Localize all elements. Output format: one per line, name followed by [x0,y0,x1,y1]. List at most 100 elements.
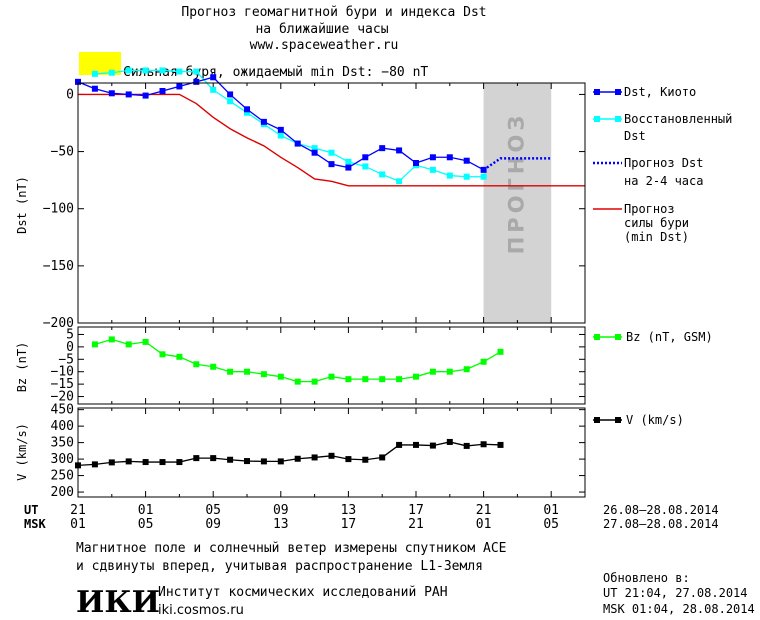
dst-kyoto-point [362,154,369,161]
ut-tick-label: 05 [205,503,221,518]
dst-kyoto-point [396,147,403,154]
restored-dst-point [379,171,386,178]
dst-kyoto-point [227,91,234,98]
institute-site[interactable]: iki.cosmos.ru [158,603,244,618]
bz-point [429,368,436,375]
ut-tick-label: 21 [70,503,86,518]
restored-dst-point [345,158,352,165]
restored-dst-point [210,86,217,93]
dst-forecast-line [482,157,552,171]
legend-bz-label: Bz (nT, GSM) [626,330,713,344]
legend-forecast-label-2: на 2-4 часа [624,174,703,188]
legend-dst-marker-2 [615,89,621,95]
y-tick-label: 0 [66,87,74,102]
bz-point [463,366,470,373]
msk-tick-label: 09 [205,517,221,532]
dst-kyoto-point [142,92,149,99]
y-tick-label: −10 [51,365,74,380]
ut-tick-label: 09 [273,503,289,518]
msk-tick-label: 01 [476,517,492,532]
y-tick-label: −20 [51,390,74,405]
dst-kyoto-point [311,149,318,156]
solar-wind-speed-point [210,455,217,462]
dst-kyoto-point [345,164,352,171]
dst-kyoto-point [159,88,166,94]
legend-v: V (km/s) [593,413,684,427]
solar-wind-speed-point [193,455,200,462]
bz-point [362,376,369,383]
y-tick-label: 250 [51,469,74,484]
bz-point [210,363,217,370]
dst-kyoto-point [210,74,217,81]
restored-dst-point [429,166,436,173]
bz-point [260,371,267,378]
dst-panel-frame [77,82,586,324]
bz-point [277,373,284,380]
legend-storm-label-2: силы бури [624,216,689,230]
bz-axis-label: Bz (nT) [15,342,29,393]
dst-kyoto-point [429,154,436,161]
bz-point [345,376,352,383]
solar-wind-speed-point [429,442,436,449]
dst-kyoto-point [413,160,419,166]
dst-kyoto-point [193,78,200,85]
v-series-group [75,438,504,469]
dst-kyoto-point [176,83,183,90]
dst-kyoto-point [108,90,115,97]
solar-wind-speed-point [244,458,250,465]
dst-kyoto-point [294,140,301,147]
bz-point [480,358,487,365]
bz-y-axis: 50−5−10−15−20 [51,327,586,405]
y-tick-label: −50 [51,145,74,160]
bz-panel-frame [77,326,586,405]
bz-point [413,373,419,380]
restored-dst-point [328,149,335,156]
restored-dst-point [227,98,234,105]
y-tick-label: −200 [43,316,74,331]
site-url[interactable]: www.spaceweather.ru [250,38,399,53]
legend-dst-marker [594,89,600,95]
bz-point [108,336,115,343]
msk-axis-label: MSK [24,517,46,531]
ut-date-range: 26.08–28.08.2014 [603,503,719,517]
bz-point [294,378,301,385]
bz-panel: 50−5−10−15−20 Bz (nT) [15,326,586,405]
restored-dst-point [311,145,318,152]
y-tick-label: 5 [66,327,74,342]
dst-panel: ПРОГНОЗ 0 −50 −100 −150 −200 Dst (nT) [15,67,586,331]
measurement-note-line1: Магнитное поле и солнечный ветер измерен… [76,541,506,556]
restored-dst-point [91,70,98,77]
restored-dst-point [142,67,149,74]
bz-point [396,376,403,383]
bz-point [125,341,132,348]
solar-wind-speed-point [446,438,453,445]
y-tick-label: 0 [66,340,74,355]
solar-wind-speed-point [396,441,403,448]
v-axis-label: V (km/s) [15,423,29,481]
solar-wind-speed-point [260,458,267,465]
y-tick-label: −5 [58,352,74,367]
bz-point [159,351,166,358]
solar-wind-speed-point [227,456,234,463]
bz-point [142,338,149,345]
solar-wind-speed-point [125,458,132,465]
y-tick-label: 300 [51,452,74,467]
restored-dst-point [277,132,284,139]
y-tick-label: −15 [51,377,74,392]
legend-v-marker-2 [615,417,621,423]
solar-wind-speed-point [328,452,335,459]
solar-wind-speed-point [159,459,166,466]
y-tick-label: −150 [43,259,74,274]
solar-wind-speed-point [91,461,98,468]
bz-series-group [91,336,504,385]
updated-msk: MSK 01:04, 28.08.2014 [603,602,755,616]
dst-kyoto-point [277,126,284,133]
legend-restored-label-2: Dst [624,129,646,143]
bz-point [193,361,200,368]
solar-wind-speed-point [277,458,284,465]
ut-tick-label: 21 [476,503,492,518]
restored-dst-point [244,109,250,116]
dst-kyoto-point [125,91,132,98]
ut-tick-label: 01 [138,503,154,518]
